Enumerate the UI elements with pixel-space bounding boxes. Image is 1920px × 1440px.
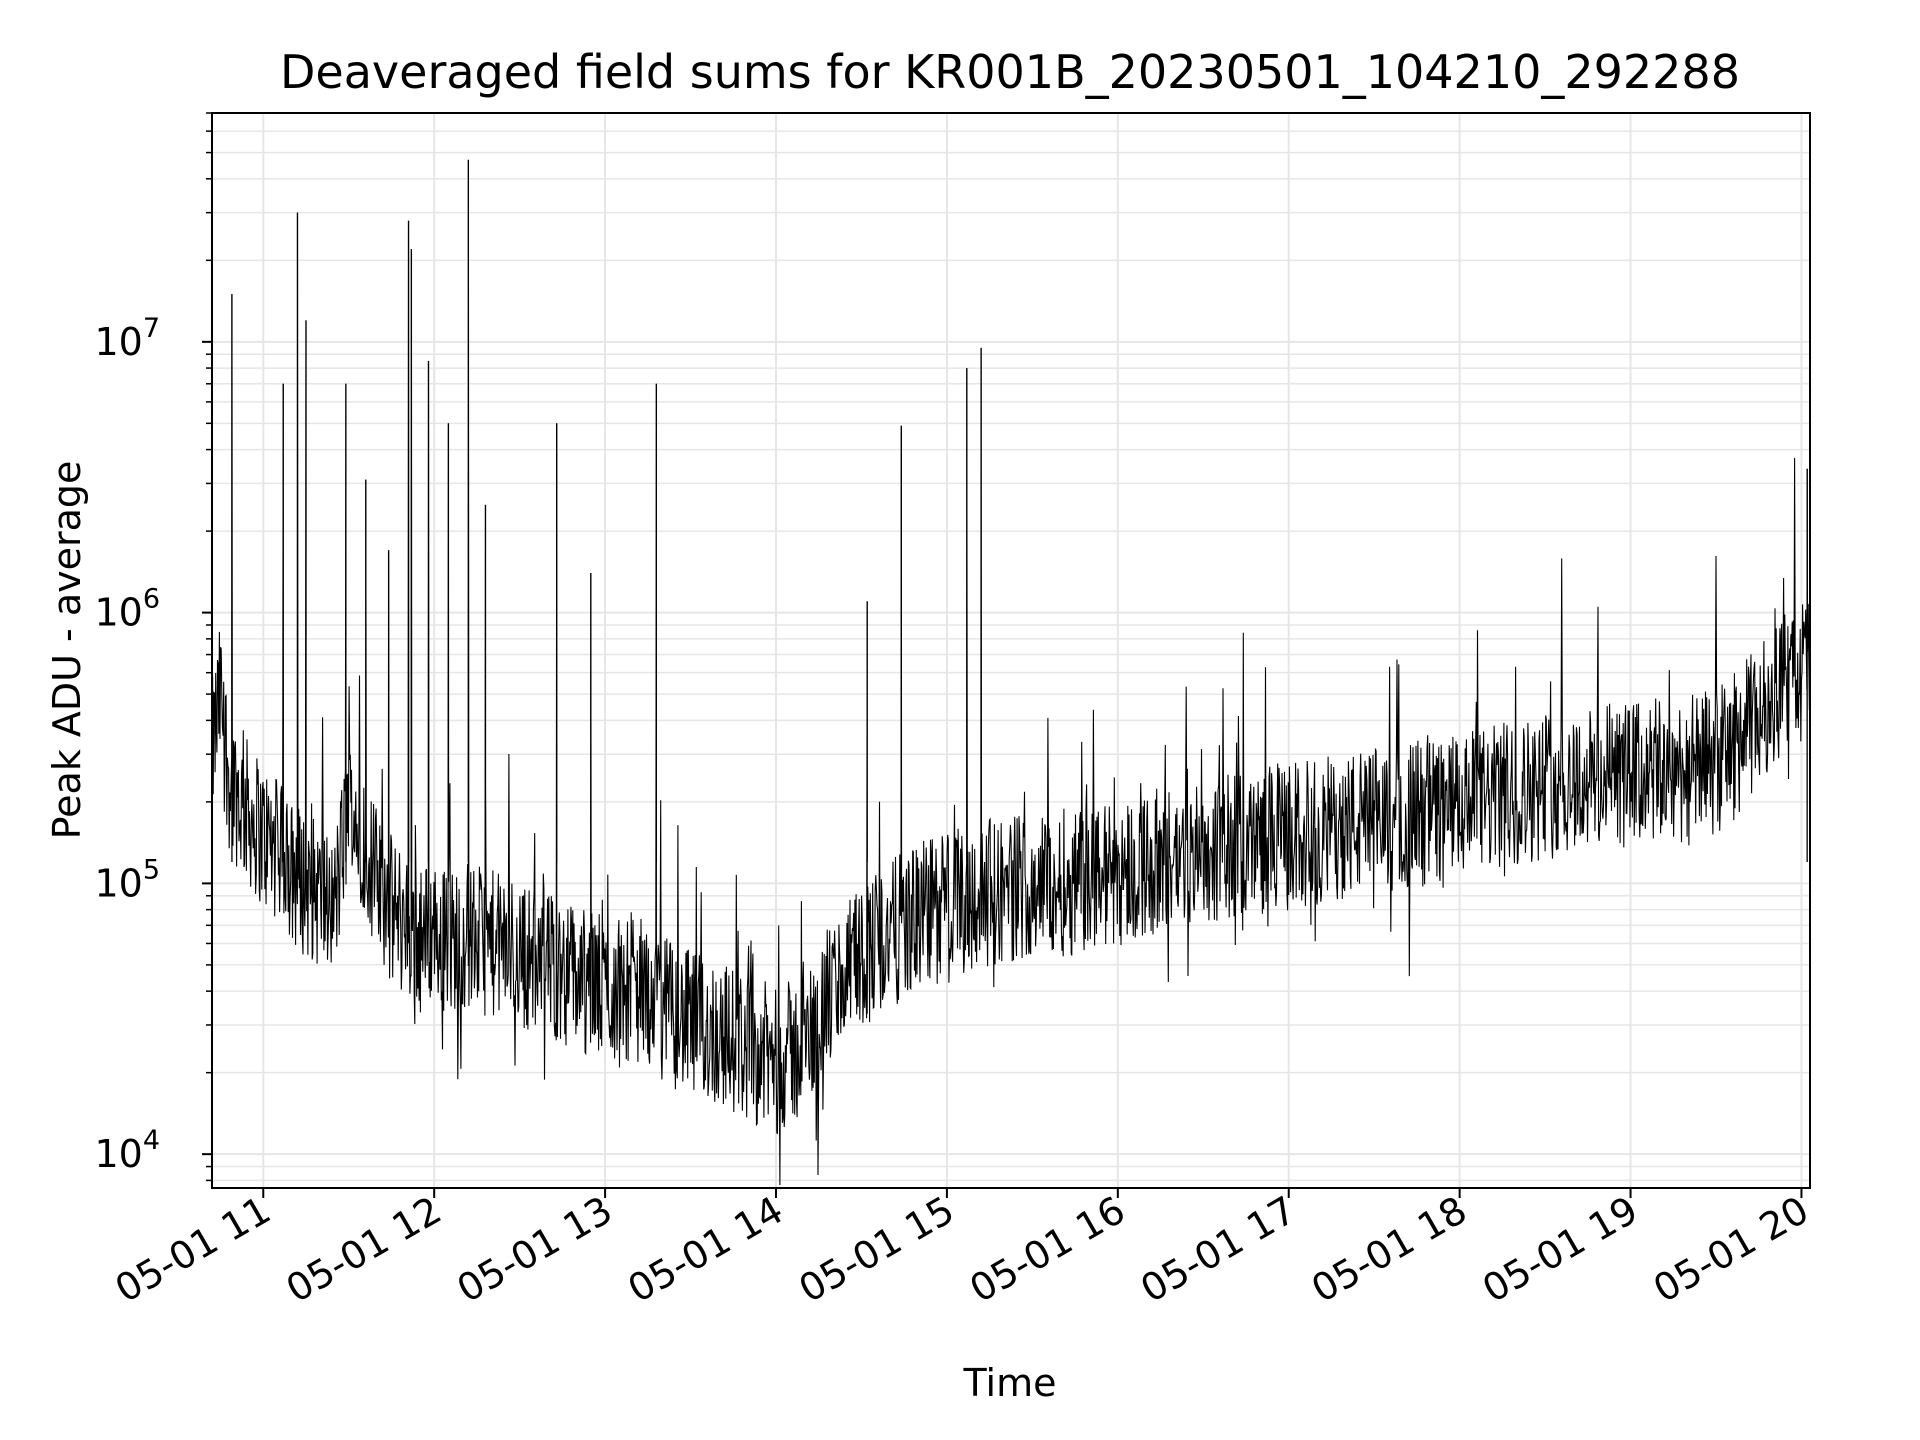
- y-tick-label: 105: [94, 854, 160, 905]
- y-axis: 104 105 106 107: [94, 112, 212, 1182]
- chart-title: Deaveraged field sums for KR001B_2023050…: [280, 45, 1740, 99]
- y-axis-label: Peak ADU - average: [45, 461, 89, 840]
- y-tick-label: 104: [94, 1125, 160, 1176]
- plot-area: [211, 159, 1811, 1186]
- axes-frame: [211, 112, 1811, 1189]
- x-axis-label: Time: [963, 1361, 1057, 1405]
- series-line: [211, 159, 1811, 1186]
- y-tick-label: 106: [94, 584, 160, 635]
- y-tick-label: 107: [94, 313, 160, 364]
